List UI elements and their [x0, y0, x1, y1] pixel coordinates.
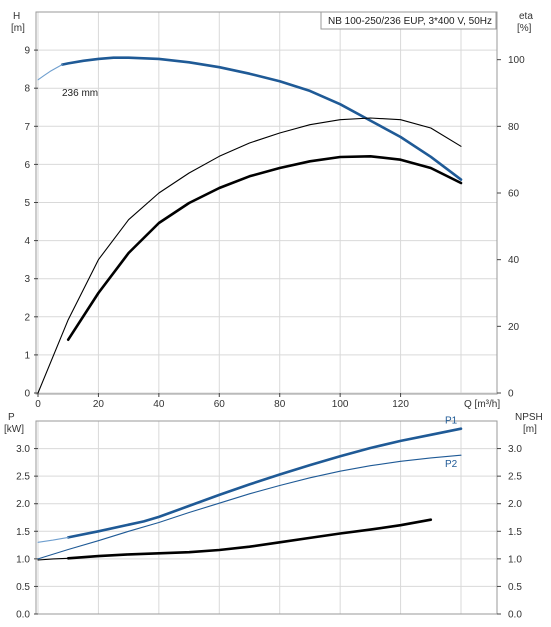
bottom-ticks: 0.0 0.5 1.0 1.5 2.0 2.5 3.0 0.0 0.5 1.0 1.5 2.0 2.5 3… [16, 444, 522, 620]
bottom-series-1 [37, 536, 69, 543]
x-tick-label: 20 [93, 399, 105, 410]
series-p2-label: P2 [445, 459, 458, 470]
bottom-left-tick-label: 0.0 [16, 610, 30, 621]
top-left-tick-label: 5 [24, 198, 30, 209]
bottom-series-3 [66, 518, 433, 560]
bottom-left-axis-unit: [kW] [4, 424, 24, 435]
top-ticks: 0 1 2 3 4 5 6 7 8 9 0 20 40 60 80 100 0 20 40 60 80 100 120 [24, 46, 525, 410]
x-axis-label: Q [m³/h] [464, 399, 500, 410]
top-left-tick-label: 4 [24, 236, 30, 247]
bottom-right-tick-label: 0.5 [508, 582, 522, 593]
top-left-tick-label: 2 [24, 312, 30, 323]
title-box [320, 11, 497, 30]
x-tick-label: 80 [274, 399, 286, 410]
top-left-axis-unit: [m] [11, 23, 25, 34]
bottom-left-tick-label: 3.0 [16, 444, 30, 455]
bottom-left-tick-label: 1.5 [16, 527, 30, 538]
top-right-tick-label: 0 [508, 389, 514, 400]
bottom-right-tick-label: 2.0 [508, 499, 522, 510]
top-series-3 [66, 155, 463, 341]
top-right-tick-label: 100 [508, 55, 525, 66]
bottom-plot-frame [35, 420, 498, 615]
bottom-right-axis-symbol: NPSH [515, 412, 543, 423]
top-left-tick-label: 1 [24, 350, 30, 361]
series-p2 [37, 454, 462, 560]
top-right-tick-label: 80 [508, 122, 520, 133]
top-right-tick-label: 20 [508, 322, 520, 333]
bottom-left-tick-label: 0.5 [16, 582, 30, 593]
series-p1-label: P1 [445, 416, 458, 427]
impeller-diameter-label: 236 mm [62, 88, 98, 99]
top-left-tick-label: 3 [24, 274, 30, 285]
top-left-axis-symbol: H [13, 11, 20, 22]
bottom-grid [36, 420, 497, 615]
top-left-tick-label: 0 [24, 389, 30, 400]
top-series-1 [37, 64, 63, 81]
bottom-right-tick-label: 0.0 [508, 610, 522, 621]
top-grid [36, 11, 497, 394]
bottom-right-tick-label: 3.0 [508, 444, 522, 455]
top-series-0 [60, 56, 463, 181]
bottom-series: P1 P2 [37, 416, 463, 561]
x-tick-label: 60 [214, 399, 226, 410]
top-right-tick-label: 60 [508, 189, 520, 200]
top-right-axis-unit: [%] [517, 23, 532, 34]
bottom-left-tick-label: 2.0 [16, 499, 30, 510]
bottom-right-tick-label: 1.5 [508, 527, 522, 538]
x-tick-label: 100 [332, 399, 349, 410]
bottom-right-tick-label: 1.0 [508, 554, 522, 565]
chart-title: NB 100-250/236 EUP, 3*400 V, 50Hz [328, 16, 492, 27]
x-tick-label: 120 [392, 399, 409, 410]
top-left-tick-label: 6 [24, 160, 30, 171]
bottom-left-tick-label: 1.0 [16, 554, 30, 565]
top-left-tick-label: 8 [24, 84, 30, 95]
top-series-2 [37, 117, 462, 394]
x-tick-label: 40 [153, 399, 165, 410]
top-right-tick-label: 40 [508, 255, 520, 266]
bottom-series-4 [37, 557, 69, 561]
bottom-left-axis-symbol: P [8, 412, 15, 423]
bottom-left-tick-label: 2.5 [16, 472, 30, 483]
top-chart: NB 100-250/236 EUP, 3*400 V, 50Hz H [m] … [11, 11, 533, 410]
x-tick-label: 0 [35, 399, 41, 410]
top-series [37, 56, 463, 394]
top-left-tick-label: 7 [24, 122, 30, 133]
series-p1 [66, 427, 463, 539]
bottom-chart: P [kW] NPSH [m] 0.00.51.01.52.02.53.00.0… [4, 412, 543, 621]
bottom-right-tick-label: 2.5 [508, 472, 522, 483]
bottom-right-axis-unit: [m] [523, 424, 537, 435]
top-right-axis-symbol: eta [519, 11, 533, 22]
top-left-tick-label: 9 [24, 46, 30, 57]
